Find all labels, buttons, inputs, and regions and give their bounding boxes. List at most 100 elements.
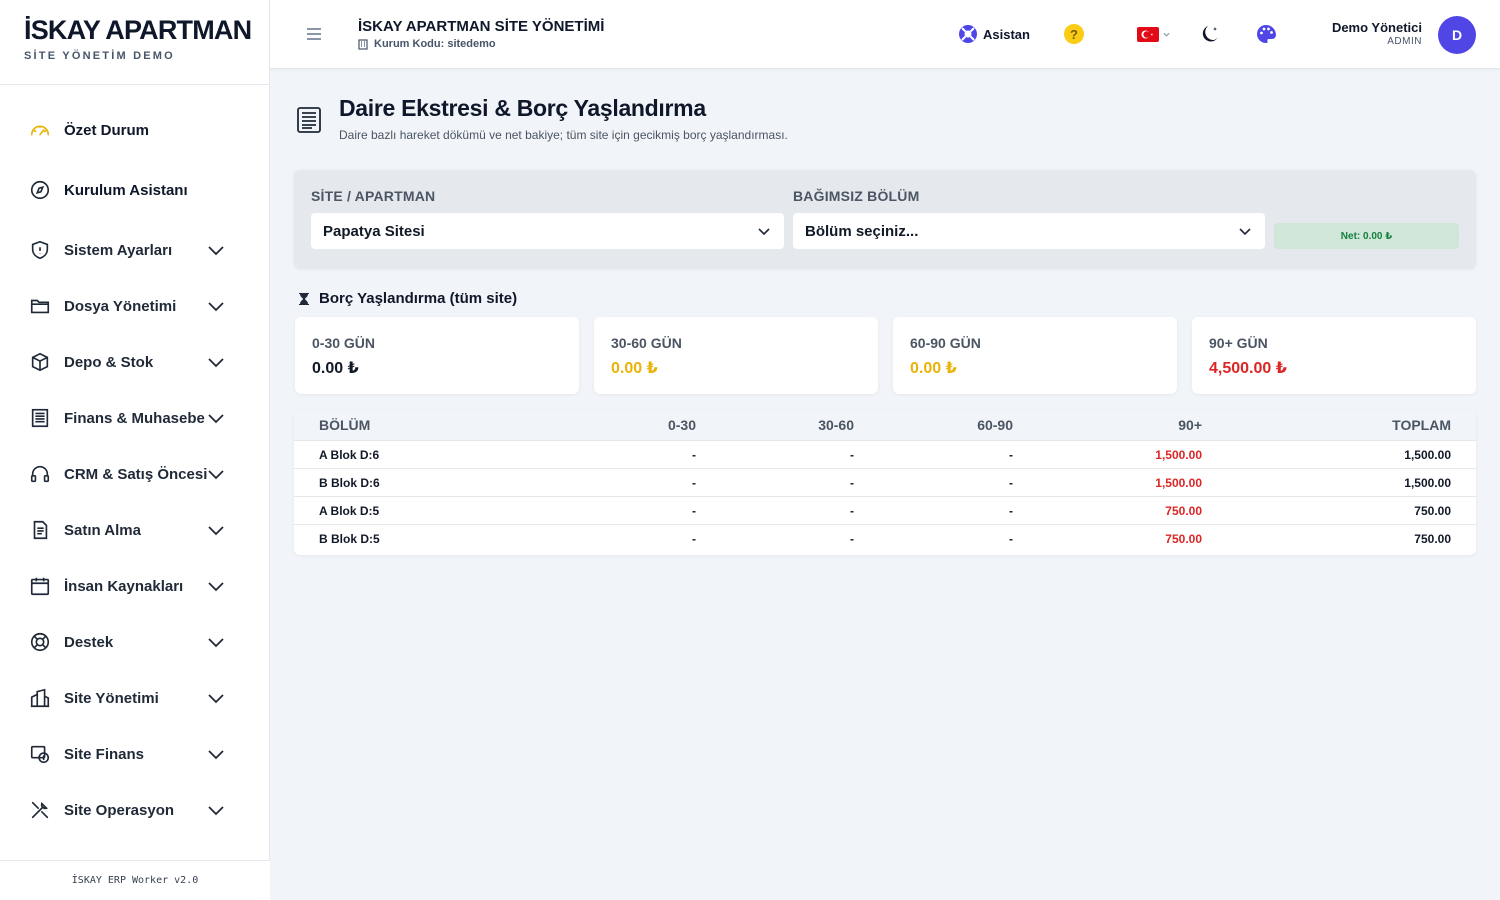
cell-toplam: 1,500.00	[1404, 476, 1451, 490]
chevron-down-icon	[208, 526, 224, 536]
brand: İSKAY APARTMAN SİTE YÖNETİM DEMO	[0, 0, 269, 85]
column-header-0-30: 0-30	[667, 417, 696, 433]
column-header-90-plus: 90+	[1178, 417, 1202, 433]
chevron-down-icon	[208, 302, 224, 312]
cell-90-plus: 1,500.00	[1155, 448, 1202, 462]
chevron-down-icon	[208, 638, 224, 648]
sidebar-item-label: Finans & Muhasebe	[64, 409, 205, 427]
cell-60-90: -	[1009, 532, 1013, 546]
sidebar-item-kurulum-asistani[interactable]: Kurulum Asistanı	[0, 170, 270, 210]
sidebar-item-label: İnsan Kaynakları	[64, 577, 184, 595]
sidebar-item-depo-stok[interactable]: Depo & Stok	[0, 342, 270, 382]
cell-toplam: 1,500.00	[1404, 448, 1451, 462]
sidebar-item-label: Kurulum Asistanı	[64, 181, 188, 199]
sidebar-item-label: Dosya Yönetimi	[64, 297, 177, 315]
chevron-down-icon	[208, 358, 224, 368]
cell-90-plus: 1,500.00	[1155, 476, 1202, 490]
table-row[interactable]: A Blok D:6 - - - 1,500.00 1,500.00	[294, 441, 1476, 469]
aging-card-value: 4,500.00 ₺	[1209, 360, 1287, 377]
aging-card-label: 0-30 GÜN	[312, 335, 376, 351]
sidebar-item-label: Site Operasyon	[64, 801, 175, 819]
org-code: Kurum Kodu: sitedemo	[358, 38, 496, 50]
lifebuoy-icon	[959, 25, 977, 43]
aging-card-90-plus: 90+ GÜN 4,500.00 ₺	[1192, 317, 1476, 394]
user-name: Demo Yönetici	[1331, 20, 1422, 35]
hamburger-menu-icon[interactable]	[304, 24, 324, 44]
sidebar-item-sistem-ayarlari[interactable]: Sistem Ayarları	[0, 230, 270, 270]
sidebar-item-dosya-yonetimi[interactable]: Dosya Yönetimi	[0, 286, 270, 326]
sidebar-item-finans-muhasebe[interactable]: Finans & Muhasebe	[0, 398, 270, 438]
aging-table: BÖLÜM 0-30 30-60 60-90 90+ TOPLAM A Blok…	[294, 409, 1476, 555]
page-title: Daire Ekstresi & Borç Yaşlandırma	[339, 95, 706, 121]
table-row[interactable]: A Blok D:5 - - - 750.00 750.00	[294, 497, 1476, 525]
turkey-flag-icon	[1137, 27, 1159, 42]
site-select[interactable]: Papatya Sitesi	[311, 213, 784, 249]
receipt-icon	[297, 107, 321, 133]
cell-bolum: B Blok D:6	[319, 476, 380, 490]
filter-panel: SİTE / APARTMAN Papatya Sitesi BAĞIMSIZ …	[294, 170, 1476, 268]
assistant-button[interactable]: Asistan	[958, 24, 1030, 44]
building-icon	[358, 38, 368, 50]
cell-30-60: -	[850, 504, 854, 518]
sidebar-item-label: Site Yönetimi	[64, 689, 159, 707]
cell-bolum: B Blok D:5	[319, 532, 380, 546]
cell-30-60: -	[850, 532, 854, 546]
cell-60-90: -	[1009, 476, 1013, 490]
chevron-down-icon	[1239, 228, 1251, 236]
sidebar-footer: İSKAY ERP Worker v2.0	[0, 860, 270, 900]
column-header-60-90: 60-90	[977, 417, 1013, 433]
org-code-text: Kurum Kodu: sitedemo	[374, 38, 496, 50]
site-select-value: Papatya Sitesi	[323, 222, 425, 240]
table-row[interactable]: B Blok D:5 - - - 750.00 750.00	[294, 525, 1476, 553]
chevron-down-icon	[208, 414, 224, 424]
cell-toplam: 750.00	[1414, 504, 1451, 518]
cell-bolum: A Blok D:6	[319, 448, 380, 462]
brand-title: İSKAY APARTMAN	[24, 15, 252, 45]
sidebar-item-crm-satis-oncesi[interactable]: CRM & Satış Öncesi	[0, 454, 270, 494]
aging-card-value: 0.00 ₺	[611, 360, 658, 377]
sidebar-item-destek[interactable]: Destek	[0, 622, 270, 662]
aging-card-60-90: 60-90 GÜN 0.00 ₺	[893, 317, 1177, 394]
top-header: İSKAY APARTMAN SİTE YÖNETİMİ Kurum Kodu:…	[270, 0, 1500, 69]
unit-select-label: BAĞIMSIZ BÖLÜM	[793, 188, 920, 204]
cell-0-30: -	[692, 476, 696, 490]
column-header-bolum: BÖLÜM	[319, 417, 371, 433]
speedometer-icon	[28, 118, 52, 142]
chevron-down-icon	[208, 750, 224, 760]
site-select-label: SİTE / APARTMAN	[311, 188, 436, 204]
table-row[interactable]: B Blok D:6 - - - 1,500.00 1,500.00	[294, 469, 1476, 497]
sidebar-item-ozet-durum[interactable]: Özet Durum	[0, 110, 270, 150]
sidebar-item-site-yonetimi[interactable]: Site Yönetimi	[0, 678, 270, 718]
sidebar-item-label: CRM & Satış Öncesi	[64, 465, 208, 483]
language-selector[interactable]	[1137, 27, 1171, 42]
sidebar-item-site-finans[interactable]: Site Finans	[0, 734, 270, 774]
money-icon	[28, 742, 52, 766]
aging-card-label: 90+ GÜN	[1209, 335, 1268, 351]
page-subtitle: Daire bazlı hareket dökümü ve net bakiye…	[339, 128, 788, 142]
sidebar-item-insan-kaynaklari[interactable]: İnsan Kaynakları	[0, 566, 270, 606]
cell-60-90: -	[1009, 504, 1013, 518]
palette-icon[interactable]	[1255, 23, 1277, 45]
unit-select[interactable]: Bölüm seçiniz...	[793, 213, 1265, 249]
cell-toplam: 750.00	[1414, 532, 1451, 546]
calendar-icon	[28, 574, 52, 598]
buildings-icon	[28, 686, 52, 710]
aging-section-title: Borç Yaşlandırma (tüm site)	[297, 290, 517, 307]
column-header-30-60: 30-60	[818, 417, 854, 433]
cell-0-30: -	[692, 504, 696, 518]
column-header-toplam: TOPLAM	[1392, 417, 1451, 433]
aging-card-label: 30-60 GÜN	[611, 335, 682, 351]
sidebar-item-satin-alma[interactable]: Satın Alma	[0, 510, 270, 550]
box-icon	[28, 350, 52, 374]
cell-30-60: -	[850, 448, 854, 462]
assistant-label: Asistan	[983, 26, 1030, 42]
sidebar-item-site-operasyon[interactable]: Site Operasyon	[0, 790, 270, 830]
dark-mode-toggle-icon[interactable]	[1199, 23, 1221, 45]
cell-60-90: -	[1009, 448, 1013, 462]
chevron-down-icon	[208, 694, 224, 704]
cell-90-plus: 750.00	[1165, 504, 1202, 518]
tools-icon	[28, 798, 52, 822]
help-button[interactable]: ?	[1064, 24, 1084, 44]
avatar[interactable]: D	[1438, 16, 1476, 54]
chevron-down-icon	[208, 246, 224, 256]
